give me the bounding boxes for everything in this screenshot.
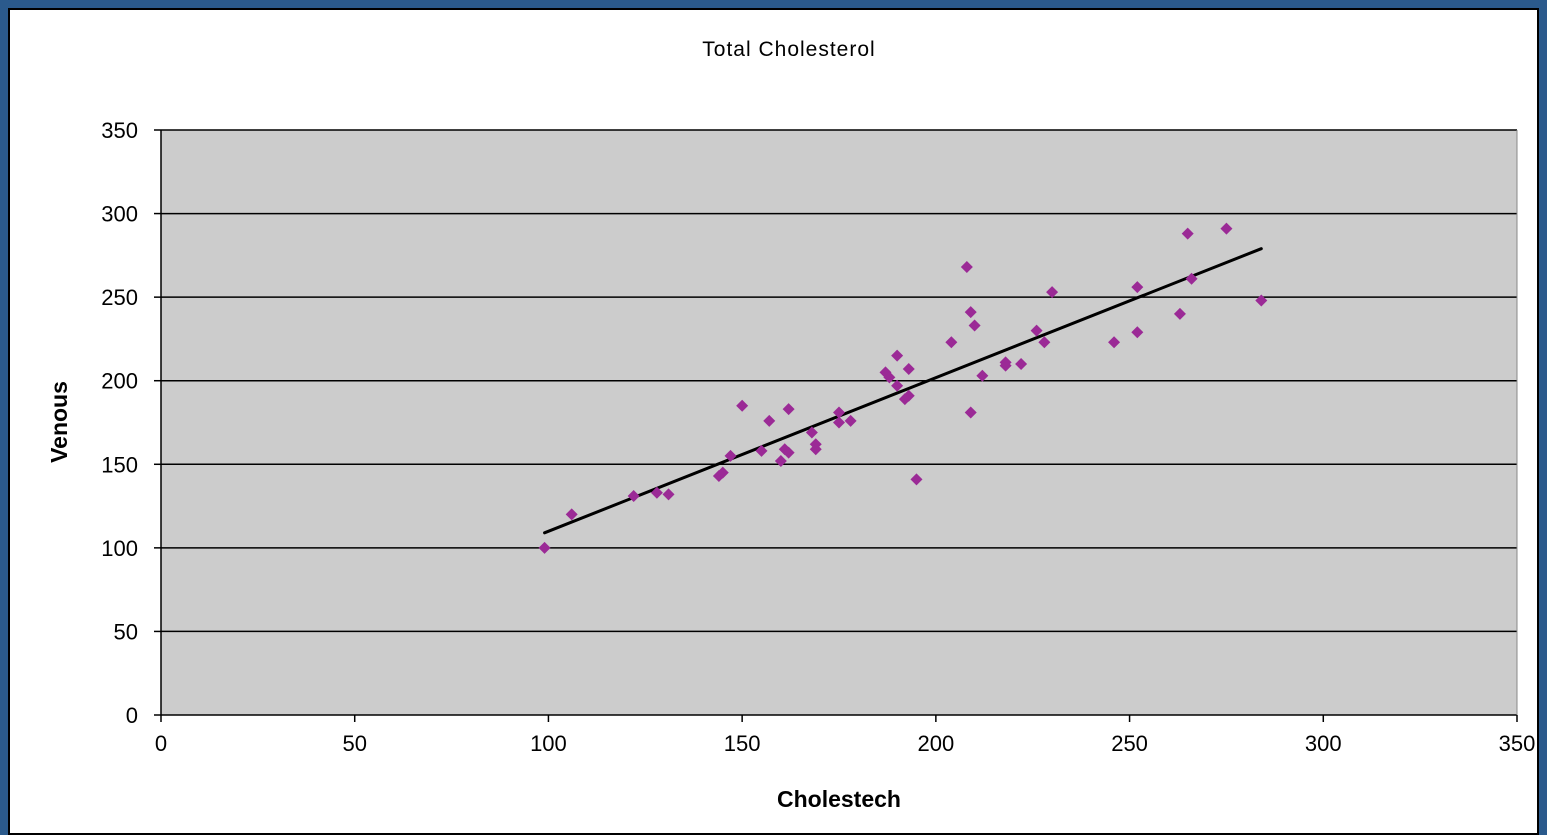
- x-axis-label: Cholestech: [777, 786, 901, 812]
- trendline: [543, 247, 1263, 535]
- data-point: [782, 403, 795, 416]
- gridlines: [161, 129, 1517, 633]
- data-point: [565, 508, 578, 521]
- data-point: [736, 399, 749, 412]
- x-tick-label: 150: [724, 731, 761, 756]
- data-point: [964, 406, 977, 419]
- chart-title: Total Cholesterol: [702, 38, 875, 61]
- tick-labels: 0 50 100 150 200 250 300 350 0 50 100 150 200 250 300 3…: [101, 118, 1535, 756]
- y-tick-label: 200: [101, 369, 138, 394]
- x-tick-label: 50: [342, 731, 366, 756]
- data-point: [716, 466, 729, 479]
- data-point: [650, 486, 663, 499]
- y-axis-label: Venous: [46, 381, 72, 463]
- data-point: [1255, 294, 1268, 307]
- data-point: [1173, 307, 1186, 320]
- y-tick-label: 300: [101, 202, 138, 227]
- y-tick-label: 250: [101, 285, 138, 310]
- y-tick-label: 50: [114, 619, 138, 644]
- data-point: [960, 261, 973, 274]
- x-tick-label: 350: [1499, 731, 1536, 756]
- scatter-chart: Total Cholesterol 0 50 100 150 200 250 300 3500…: [46, 38, 1535, 812]
- data-point: [891, 379, 904, 392]
- data-point: [964, 306, 977, 319]
- data-point: [891, 349, 904, 362]
- data-point: [662, 488, 675, 501]
- x-tick-label: 100: [530, 731, 567, 756]
- data-point: [1108, 336, 1121, 349]
- data-point: [809, 443, 822, 456]
- trendline-layer: [543, 247, 1263, 535]
- data-point: [774, 454, 787, 467]
- data-point: [627, 490, 640, 503]
- data-point: [1181, 227, 1194, 240]
- x-tick-label: 0: [155, 731, 167, 756]
- data-points: [538, 222, 1268, 554]
- y-tick-label: 100: [101, 536, 138, 561]
- chart-frame: Total Cholesterol 0 50 100 150 200 250 300 350 0…: [8, 8, 1539, 835]
- data-point: [724, 449, 737, 462]
- data-point: [968, 319, 981, 332]
- x-tick-label: 200: [917, 731, 954, 756]
- data-point: [844, 414, 857, 427]
- data-point: [833, 406, 845, 419]
- data-point: [782, 446, 795, 459]
- data-point: [805, 426, 818, 439]
- data-point: [976, 369, 989, 382]
- data-point: [1015, 358, 1028, 370]
- x-tick-label: 250: [1111, 731, 1148, 756]
- data-point: [999, 356, 1012, 369]
- data-point: [902, 389, 915, 402]
- x-tick-label: 300: [1305, 731, 1342, 756]
- data-point: [1220, 222, 1233, 235]
- data-point: [910, 473, 923, 486]
- data-point: [763, 414, 776, 427]
- data-point: [833, 416, 845, 429]
- data-point: [1046, 286, 1059, 299]
- y-tick-label: 350: [101, 118, 138, 143]
- data-point: [1030, 324, 1043, 337]
- data-point: [945, 336, 958, 349]
- data-point: [538, 541, 551, 554]
- data-point: [1131, 281, 1144, 294]
- y-tick-label: 0: [126, 703, 138, 728]
- data-point: [1131, 326, 1144, 339]
- data-point: [883, 371, 896, 384]
- data-point: [1185, 272, 1198, 285]
- data-point: [1038, 336, 1051, 349]
- y-tick-label: 150: [101, 452, 138, 477]
- data-point: [755, 444, 768, 457]
- data-point: [902, 363, 915, 376]
- axes: [160, 130, 1518, 716]
